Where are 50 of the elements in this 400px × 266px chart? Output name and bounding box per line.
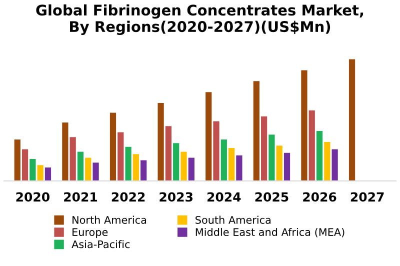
x-tick-label: 2020 [16,192,50,202]
x-tick-label: 2027 [350,192,384,202]
bar [180,152,187,181]
x-tick-label: 2026 [303,192,336,202]
legend-label: Europe [72,228,108,238]
bar [14,140,20,181]
bar [173,143,180,181]
bar [118,132,124,181]
bar [268,134,275,181]
bar [70,137,76,181]
chart-title: Global Fibrinogen Concentrates Market, By Regions(2020-2027)(US$Mn) [36,4,364,36]
bar [228,148,235,181]
bar [85,158,92,181]
bar [30,158,36,181]
x-tick-label: 2022 [112,192,145,202]
x-tick-label: 2021 [64,192,98,202]
bar [206,92,212,181]
x-tick-label: 2024 [207,192,241,202]
bar [316,131,323,181]
bar [158,103,164,181]
bar [165,126,172,181]
x-tick-label: 2023 [160,192,192,202]
bar [125,146,132,181]
bar [62,122,68,181]
legend-label: Asia-Pacific [72,240,130,248]
bar [324,142,330,181]
bar [140,160,147,181]
bar [37,165,44,181]
bar [44,168,52,181]
bar [332,149,338,181]
bar [110,112,116,181]
bar [92,162,99,181]
bar [308,110,315,181]
bar [348,59,356,181]
bar [132,154,139,181]
legend-label: South America [196,216,270,224]
bar [261,116,268,181]
x-tick-label: 2025 [255,192,288,202]
bar [253,81,260,181]
legend-label: North America [72,216,146,224]
bar [220,140,227,181]
bar [213,121,220,181]
legend-label: Middle East and Africa (MEA) [196,228,344,238]
bar [301,70,308,181]
bar [236,155,242,181]
bar [22,149,28,181]
bar [276,146,282,181]
bar [284,152,290,181]
bar [188,158,194,181]
bar [77,152,84,181]
